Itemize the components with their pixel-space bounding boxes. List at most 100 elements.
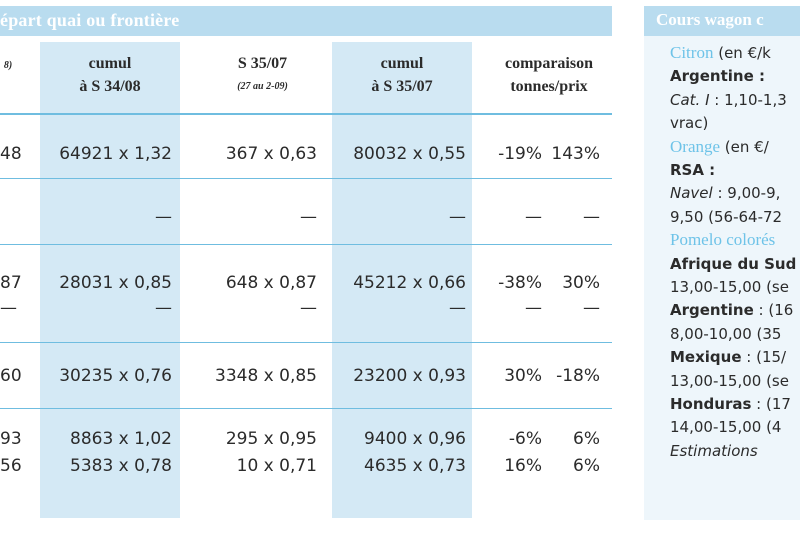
wagon-prices-panel: Cours wagon c Citron (en €/k Argentine :C… <box>644 0 800 550</box>
column-header-line2: à S 35/07 <box>371 78 433 95</box>
cell: 93 <box>0 429 22 449</box>
price-line-text: vrac) <box>670 114 709 133</box>
price-line: Cat. I : 1,10-1,3 <box>670 89 787 111</box>
cell: 30% <box>504 366 542 386</box>
cell: 30% <box>562 273 600 293</box>
price-line-text: (en €/ <box>720 137 769 156</box>
cell: -18% <box>556 366 600 386</box>
cell: — <box>155 298 172 318</box>
price-line: 9,50 (56-64-72 <box>670 206 782 228</box>
price-line-text: Estimations <box>670 441 758 460</box>
cell: -19% <box>498 144 542 164</box>
column-header-line1: comparaison <box>505 55 593 72</box>
cell: 6% <box>573 429 600 449</box>
price-line-text: RSA : <box>670 161 716 179</box>
price-line-text: : 9,00-9, <box>712 184 781 203</box>
cell: 4635 x 0,73 <box>364 456 466 476</box>
price-line-text: Navel <box>670 184 713 203</box>
price-line: Orange (en €/ <box>670 136 769 158</box>
cell: 648 x 0,87 <box>225 273 317 293</box>
cell: 28031 x 0,85 <box>59 273 172 293</box>
column-header-line2: 8) <box>3 60 13 71</box>
price-line-text: 13,00-15,00 (se <box>670 371 789 390</box>
price-line-text: : (17 <box>751 395 791 413</box>
cell: — <box>525 207 542 227</box>
price-line-text: 14,00-15,00 (4 <box>670 418 782 437</box>
column-header-line1: cumul <box>380 55 424 72</box>
price-line: Navel : 9,00-9, <box>670 182 780 204</box>
price-line: Afrique du Sud <box>670 253 796 275</box>
cumul-column-band <box>40 42 180 518</box>
cell: 80032 x 0,55 <box>353 144 466 164</box>
price-line: Citron (en €/k <box>670 42 771 64</box>
column-header: cumul à S 34/08 <box>40 52 180 98</box>
price-line-text: Citron <box>670 43 714 62</box>
prices-header-bar: Cours wagon c <box>644 6 800 36</box>
price-line: Honduras : (17 <box>670 393 791 415</box>
cell: — <box>300 298 317 318</box>
price-line: 14,00-15,00 (4 <box>670 416 781 438</box>
column-header-line2: tonnes/prix <box>510 78 588 95</box>
column-header: comparaison tonnes/prix <box>486 52 612 98</box>
cell: 23200 x 0,93 <box>353 366 466 386</box>
price-line-text: : 1,10-1,3 <box>709 90 787 109</box>
cell: — <box>449 298 466 318</box>
column-header: cumul à S 35/07 <box>332 52 472 98</box>
price-line: Pomelo colorés <box>670 229 775 251</box>
price-line: 13,00-15,00 (se <box>670 276 789 298</box>
price-line: 13,00-15,00 (se <box>670 370 789 392</box>
cell: -6% <box>508 429 542 449</box>
price-line-text: Mexique <box>670 348 742 367</box>
price-line-text: (en €/k <box>713 44 771 62</box>
column-header-line1: S 35/07 <box>237 55 288 72</box>
column-header-line1: cumul <box>88 55 132 72</box>
cell: 56 <box>0 456 22 476</box>
cell: 143% <box>551 144 600 164</box>
cell: — <box>583 298 600 318</box>
cell: — <box>0 298 17 318</box>
shipment-table-panel: épart quai ou frontière 8) cumul à S 34/… <box>0 6 612 518</box>
cell: 30235 x 0,76 <box>59 366 172 386</box>
cell: 10 x 0,71 <box>236 456 317 476</box>
prices-list: Citron (en €/k Argentine : Cat. I : 1,10-1… <box>644 36 800 520</box>
table-header-bar: épart quai ou frontière <box>0 6 612 36</box>
table-divider <box>0 113 612 115</box>
cell: — <box>525 298 542 318</box>
price-line-text: Argentine : <box>670 67 765 86</box>
price-line-text: 9,50 (56-64-72 <box>670 207 783 226</box>
cell: 295 x 0,95 <box>225 429 317 449</box>
column-header-line2: à S 34/08 <box>79 78 141 95</box>
table-divider <box>0 408 612 409</box>
price-line: Mexique : (15/ <box>670 346 786 368</box>
price-line-text: Afrique du Sud <box>670 254 797 273</box>
price-line-text: Argentine <box>670 301 754 320</box>
cell: 6% <box>573 456 600 476</box>
price-line-text: 13,00-15,00 (se <box>670 278 789 296</box>
cell: 64921 x 1,32 <box>59 144 172 164</box>
cell: — <box>300 207 317 227</box>
table-divider <box>0 244 612 245</box>
cell: 367 x 0,63 <box>225 144 317 164</box>
cell: — <box>583 207 600 227</box>
cell: 45212 x 0,66 <box>353 273 466 293</box>
price-line: Argentine : <box>670 65 765 87</box>
cell: — <box>155 207 172 227</box>
price-line: Estimations <box>670 440 758 462</box>
column-header: S 35/07 (27 au 2-09) <box>200 52 325 94</box>
cell: 9400 x 0,96 <box>364 429 466 449</box>
cell: 5383 x 0,78 <box>70 456 172 476</box>
prices-header-title: Cours wagon c <box>656 10 764 29</box>
price-line: RSA : <box>670 159 715 181</box>
table-header-title: épart quai ou frontière <box>0 10 180 30</box>
cell: 60 <box>0 366 22 386</box>
table-divider <box>0 342 612 343</box>
price-line-text: : (15/ <box>741 348 787 367</box>
cumul-column-band <box>332 42 472 518</box>
price-line: Argentine : (16 <box>670 299 793 321</box>
price-line-text: Orange <box>670 136 721 156</box>
column-header: 8) <box>0 52 16 73</box>
cell: 16% <box>504 456 542 476</box>
cell: 3348 x 0,85 <box>215 366 317 386</box>
price-line-text: Pomelo colorés <box>670 230 776 250</box>
price-line-text: Honduras <box>670 395 752 413</box>
